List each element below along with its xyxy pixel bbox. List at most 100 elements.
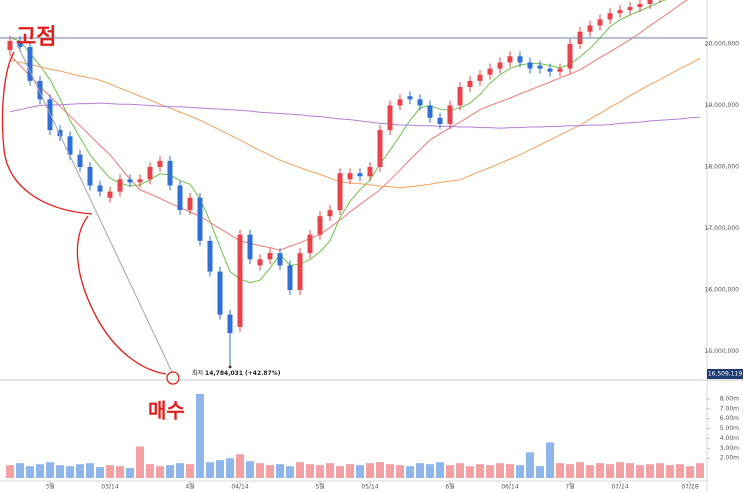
candle-body bbox=[167, 160, 173, 186]
candle-body bbox=[7, 40, 13, 51]
volume-bar bbox=[86, 463, 94, 478]
candle-body bbox=[157, 160, 163, 168]
candle-body bbox=[507, 56, 513, 63]
volume-bar bbox=[576, 462, 584, 478]
candle-body bbox=[37, 80, 43, 100]
volume-tick-label: 8.00m bbox=[720, 395, 739, 402]
candle-body bbox=[607, 13, 613, 20]
candle-body bbox=[477, 74, 483, 81]
x-tick-label: 7월 bbox=[565, 483, 574, 491]
candle-body bbox=[407, 96, 413, 100]
volume-bar bbox=[186, 464, 194, 478]
volume-bar bbox=[116, 466, 124, 478]
low-marker bbox=[228, 365, 232, 369]
low-annotation-part: 최저 bbox=[192, 369, 203, 377]
volume-bar bbox=[176, 463, 184, 478]
volume-bar bbox=[646, 464, 654, 478]
axes: 15,000,000 16,000,000 17,000,000 18,000,000… bbox=[45, 40, 739, 490]
candle-body bbox=[297, 253, 303, 291]
volume-bar bbox=[106, 465, 114, 478]
volume-bar bbox=[466, 466, 474, 478]
volume-bar bbox=[126, 468, 134, 478]
candle-body bbox=[417, 99, 423, 106]
low-annotation-part: (+42.87%) bbox=[245, 370, 281, 377]
volume-bar bbox=[546, 442, 554, 478]
volume-bar bbox=[96, 467, 104, 478]
volume-bar bbox=[226, 458, 234, 478]
volume-pane bbox=[6, 393, 704, 478]
candle-body bbox=[327, 210, 333, 217]
freehand-curve bbox=[1, 51, 93, 215]
volume-bar bbox=[256, 463, 264, 478]
volume-bar bbox=[76, 464, 84, 478]
candle-body bbox=[617, 10, 623, 14]
y-tick-label: 18,000,000 bbox=[705, 164, 740, 171]
volume-bar bbox=[566, 464, 574, 478]
candle-body bbox=[287, 265, 293, 291]
volume-bar bbox=[266, 465, 274, 478]
candle-body bbox=[427, 105, 433, 118]
volume-bar bbox=[236, 454, 244, 478]
volume-bar bbox=[666, 465, 674, 478]
candle-body bbox=[247, 234, 253, 260]
candle-body bbox=[367, 167, 373, 177]
volume-bar bbox=[426, 464, 434, 478]
volume-bar bbox=[376, 462, 384, 478]
volume-bar bbox=[16, 463, 24, 478]
candle-body bbox=[537, 65, 543, 69]
y-tick-label: 16,000,000 bbox=[705, 287, 740, 294]
volume-bar bbox=[66, 466, 74, 478]
candle-body bbox=[127, 179, 133, 183]
candle-body bbox=[557, 68, 563, 72]
x-tick-label: 3월 bbox=[45, 483, 54, 491]
volume-tick-label: 3.00m bbox=[720, 445, 739, 452]
candle-body bbox=[77, 154, 83, 168]
candle-body bbox=[107, 191, 113, 198]
volume-bar bbox=[246, 461, 254, 478]
candle-body bbox=[67, 136, 73, 155]
volume-bar bbox=[536, 466, 544, 478]
volume-bar bbox=[336, 466, 344, 478]
volume-bar bbox=[36, 464, 44, 478]
volume-bar bbox=[606, 464, 614, 478]
volume-bar bbox=[476, 464, 484, 478]
x-tick-label: 4월 bbox=[185, 483, 194, 491]
volume-bar bbox=[306, 464, 314, 478]
volume-bar bbox=[166, 465, 174, 478]
volume-bar bbox=[676, 464, 684, 478]
candle-body bbox=[237, 234, 243, 327]
candle-body bbox=[437, 117, 443, 124]
y-tick-label: 17,000,000 bbox=[705, 225, 740, 232]
last-price-tag bbox=[707, 369, 743, 379]
volume-bar bbox=[526, 452, 534, 478]
freehand-curve bbox=[76, 215, 167, 375]
volume-bar bbox=[696, 463, 704, 478]
candle-body bbox=[597, 19, 603, 26]
volume-bar bbox=[636, 465, 644, 478]
candle-body bbox=[587, 25, 593, 32]
candle-body bbox=[337, 173, 343, 211]
candle-body bbox=[257, 259, 263, 266]
volume-bar bbox=[56, 465, 64, 478]
volume-bar bbox=[386, 464, 394, 478]
x-tick-label: 03/14 bbox=[101, 484, 118, 491]
volume-bar bbox=[446, 465, 454, 478]
volume-bar bbox=[146, 464, 154, 478]
y-tick-label: 15,000,000 bbox=[705, 348, 740, 355]
x-tick-label: 07/28 bbox=[681, 484, 698, 491]
candle-body bbox=[387, 105, 393, 131]
volume-bar bbox=[406, 466, 414, 478]
candle-body bbox=[307, 234, 313, 254]
candle-body bbox=[467, 80, 473, 88]
x-tick-label: 04/14 bbox=[231, 484, 248, 491]
volume-bar bbox=[296, 462, 304, 478]
candle-body bbox=[487, 68, 493, 75]
candle-body bbox=[457, 87, 463, 106]
volume-tick-label: 6.00m bbox=[720, 415, 739, 422]
volume-bar bbox=[46, 462, 54, 478]
volume-bar bbox=[216, 460, 224, 478]
candle-body bbox=[527, 62, 533, 69]
volume-bar bbox=[496, 463, 504, 478]
candle-body bbox=[217, 271, 223, 315]
